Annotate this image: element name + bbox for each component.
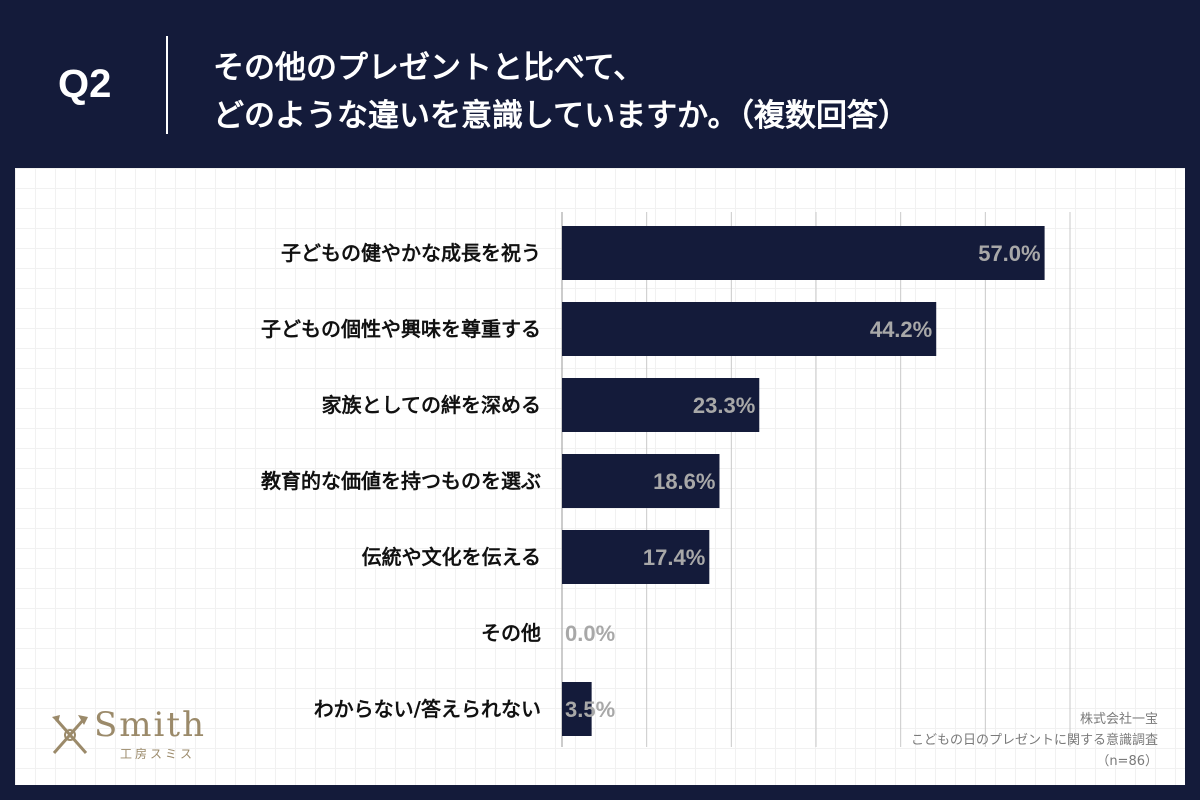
value-labels: 57.0% 44.2% 23.3% 18.6% 17.4% 0.0% 3.5% [565, 241, 1041, 722]
value-label: 57.0% [978, 241, 1040, 266]
bars [562, 226, 1045, 736]
source-note: 株式会社一宝 こどもの日のプレゼントに関する意識調査 （n=86） [911, 709, 1158, 772]
logo: Smith 工房スミス [48, 705, 238, 767]
bar [562, 454, 720, 508]
category-label: わからない/答えられない [314, 697, 541, 721]
value-label: 23.3% [693, 393, 755, 418]
bar [562, 302, 937, 356]
value-label: 0.0% [565, 621, 615, 646]
logo-name: Smith [94, 705, 206, 745]
bar [562, 682, 592, 736]
value-label: 17.4% [643, 545, 705, 570]
value-label: 3.5% [565, 697, 615, 722]
source-sample: （n=86） [1096, 754, 1158, 769]
crossed-tools-icon [52, 715, 88, 754]
category-label: 子どもの健やかな成長を祝う [281, 241, 541, 265]
header: Q2 その他のプレゼントと比べて、 どのような違いを意識していますか。（複数回答… [0, 0, 1200, 168]
category-labels: 子どもの健やかな成長を祝う子どもの個性や興味を尊重する家族としての絆を深める教育… [261, 241, 541, 721]
value-label: 44.2% [870, 317, 932, 342]
question-title: その他のプレゼントと比べて、 どのような違いを意識していますか。（複数回答） [213, 44, 909, 140]
question-number: Q2 [58, 62, 112, 106]
category-label: 子どもの個性や興味を尊重する [261, 317, 541, 341]
question-title-line-1: その他のプレゼントと比べて、 [213, 50, 645, 86]
grid-lines [561, 212, 1071, 747]
source-company: 株式会社一宝 [1079, 712, 1158, 727]
category-label: 家族としての絆を深める [322, 393, 541, 417]
value-label: 18.6% [653, 469, 715, 494]
category-label: その他 [481, 621, 541, 645]
question-title-line-2: どのような違いを意識していますか。（複数回答） [213, 98, 909, 134]
header-divider [166, 36, 168, 134]
bar [562, 378, 760, 432]
logo-subtitle: 工房スミス [120, 747, 196, 761]
source-survey: こどもの日のプレゼントに関する意識調査 [910, 733, 1158, 748]
bar [562, 226, 1045, 280]
category-label: 伝統や文化を伝える [362, 545, 541, 569]
category-label: 教育的な価値を持つものを選ぶ [261, 469, 541, 493]
bar [562, 530, 710, 584]
